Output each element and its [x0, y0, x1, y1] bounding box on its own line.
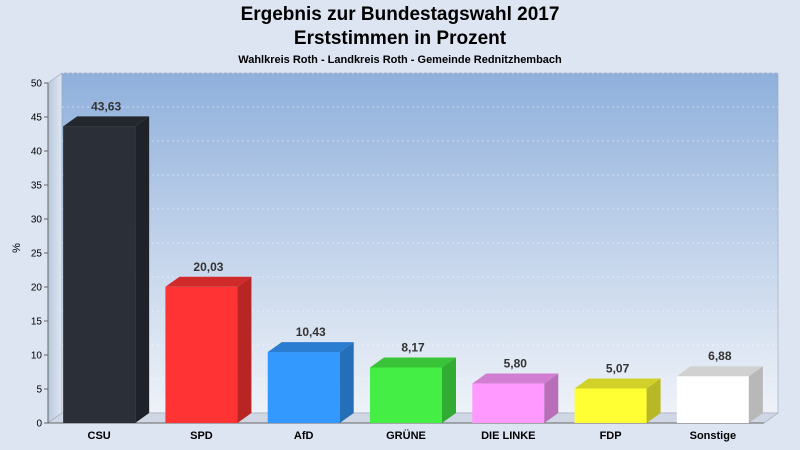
y-tick-label: 50 — [31, 79, 43, 90]
bar-side — [442, 357, 456, 423]
value-label: 10,43 — [296, 325, 326, 339]
bar-top — [574, 378, 661, 389]
category-label: AfD — [294, 430, 314, 442]
bar-csu — [63, 116, 150, 423]
bar-front — [676, 376, 749, 423]
bar-afd — [267, 342, 354, 423]
value-label: 8,17 — [401, 340, 425, 354]
y-tick-label: 20 — [31, 283, 43, 294]
bar-sonstige — [676, 366, 763, 423]
bar-front — [267, 352, 340, 423]
bar-top — [165, 276, 252, 287]
bar-front — [370, 367, 442, 423]
y-tick-label: 0 — [36, 419, 42, 430]
y-axis-label: % — [11, 243, 23, 253]
value-label: 6,88 — [708, 349, 732, 363]
bar-top — [370, 357, 456, 368]
y-tick-label: 25 — [31, 249, 43, 260]
y-tick-label: 45 — [31, 113, 43, 124]
y-tick-label: 40 — [31, 147, 43, 158]
bar-top — [63, 116, 150, 127]
bar-side — [544, 373, 559, 423]
category-label: FDP — [600, 430, 622, 442]
plot-side-wall — [47, 72, 63, 424]
chart-subtitle: Erststimmen in Prozent — [293, 28, 507, 49]
category-label: SPD — [190, 430, 213, 442]
bar-front — [472, 383, 545, 423]
value-label: 5,80 — [504, 357, 528, 371]
y-tick-label: 15 — [31, 317, 43, 328]
bar-top — [267, 342, 354, 353]
y-tick-label: 30 — [31, 215, 43, 226]
value-label: 43,63 — [91, 99, 121, 113]
bar-top — [472, 373, 559, 384]
bar-die-linke — [472, 373, 559, 423]
bar-side — [646, 378, 661, 423]
category-label: DIE LINKE — [481, 430, 535, 442]
chart-title: Ergebnis zur Bundestagswahl 2017 — [240, 4, 560, 25]
bar-side — [748, 366, 763, 423]
bar-side — [135, 116, 150, 423]
bar-front — [63, 126, 136, 423]
y-tick-label: 5 — [36, 385, 42, 396]
y-tick-label: 35 — [31, 181, 43, 192]
category-label: Sonstige — [690, 430, 736, 442]
category-label: CSU — [88, 430, 111, 442]
bar-side — [339, 342, 354, 423]
bar-front — [165, 286, 238, 423]
bar-top — [676, 366, 763, 377]
value-label: 20,03 — [193, 260, 223, 274]
bar-spd — [165, 276, 252, 423]
category-label: GRÜNE — [386, 429, 426, 442]
bar-front — [574, 388, 647, 423]
bar-grüne — [370, 357, 456, 423]
y-tick-label: 10 — [31, 351, 43, 362]
value-label: 5,07 — [606, 362, 630, 376]
bar-fdp — [574, 378, 661, 423]
bar-side — [237, 276, 252, 423]
chart-caption: Wahlkreis Roth - Landkreis Roth - Gemein… — [238, 54, 562, 66]
